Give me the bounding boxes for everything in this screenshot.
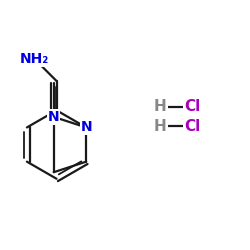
Text: N: N <box>48 110 60 124</box>
Text: H: H <box>154 99 167 114</box>
Text: NH₂: NH₂ <box>20 52 49 66</box>
Text: N: N <box>80 120 92 134</box>
Text: H: H <box>154 119 167 134</box>
Text: Cl: Cl <box>184 119 200 134</box>
Text: Cl: Cl <box>184 99 200 114</box>
